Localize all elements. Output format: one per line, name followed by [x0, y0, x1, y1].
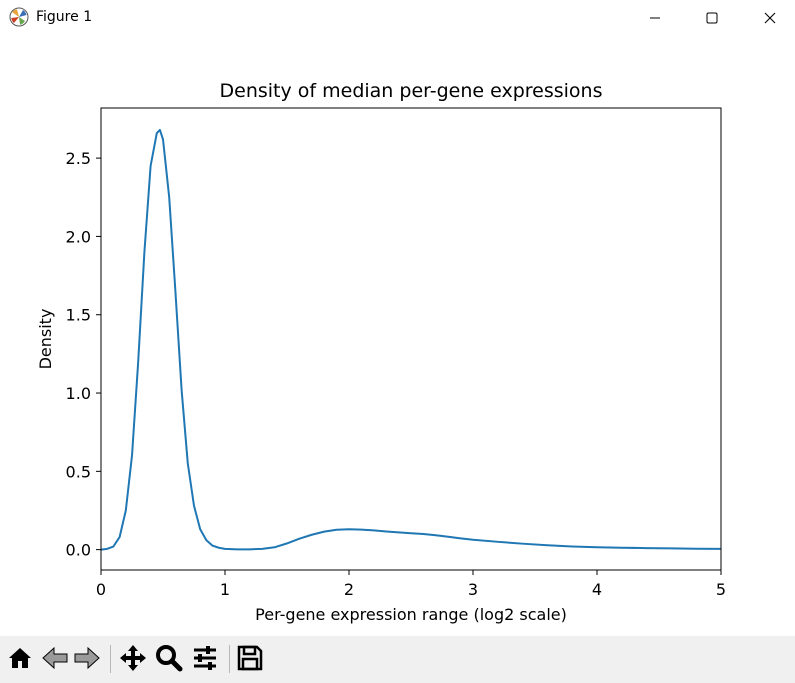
- minimize-icon: [649, 12, 661, 24]
- navigation-toolbar: [0, 636, 795, 683]
- chart-title: Density of median per-gene expressions: [220, 80, 603, 102]
- save-button[interactable]: [234, 644, 266, 676]
- x-tick-label: 2: [344, 580, 354, 599]
- figure-canvas[interactable]: Density of median per-gene expressions 0…: [0, 36, 795, 636]
- x-tick-label: 1: [220, 580, 230, 599]
- home-button[interactable]: [4, 644, 36, 676]
- pan-icon: [119, 644, 147, 676]
- y-axis-label: Density: [36, 309, 55, 370]
- home-icon: [7, 645, 33, 675]
- toolbar-separator: [229, 645, 230, 673]
- close-icon: [764, 12, 776, 24]
- x-tick-label: 5: [716, 580, 726, 599]
- density-chart: Density of median per-gene expressions 0…: [36, 80, 726, 624]
- minimize-button[interactable]: [626, 0, 684, 36]
- pan-button[interactable]: [117, 644, 149, 676]
- matplotlib-app-icon: [9, 7, 29, 27]
- forward-button[interactable]: [71, 644, 103, 676]
- y-tick-label: 0.5: [66, 462, 91, 481]
- y-tick-label: 0.0: [66, 541, 91, 560]
- density-line: [100, 128, 722, 551]
- close-button[interactable]: [741, 0, 795, 36]
- zoom-button[interactable]: [153, 644, 185, 676]
- save-icon: [236, 644, 264, 676]
- x-tick-label: 4: [592, 580, 602, 599]
- configure-subplots-icon: [191, 644, 219, 676]
- x-axis-label: Per-gene expression range (log2 scale): [255, 605, 567, 624]
- x-tick-label: 3: [468, 580, 478, 599]
- y-tick-label: 2.5: [66, 149, 91, 168]
- x-tick-label: 0: [96, 580, 106, 599]
- y-tick-label: 1.5: [66, 306, 91, 325]
- toolbar-separator: [110, 645, 111, 673]
- window-titlebar: Figure 1: [0, 0, 795, 36]
- y-tick-label: 2.0: [66, 227, 91, 246]
- maximize-button[interactable]: [683, 0, 741, 36]
- forward-icon: [73, 645, 101, 675]
- y-tick-label: 1.0: [66, 384, 91, 403]
- axes-frame: [100, 107, 722, 571]
- configure-subplots-button[interactable]: [189, 644, 221, 676]
- back-button[interactable]: [39, 644, 71, 676]
- window-title: Figure 1: [36, 9, 93, 25]
- maximize-icon: [706, 12, 718, 24]
- zoom-icon: [155, 644, 183, 676]
- back-icon: [41, 645, 69, 675]
